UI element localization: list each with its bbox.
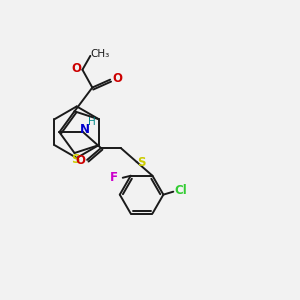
- Text: H: H: [88, 117, 96, 127]
- Text: S: S: [137, 156, 146, 170]
- Text: CH₃: CH₃: [91, 49, 110, 59]
- Text: N: N: [80, 123, 90, 136]
- Text: O: O: [112, 72, 122, 85]
- Text: F: F: [110, 171, 118, 184]
- Text: O: O: [71, 62, 82, 75]
- Text: Cl: Cl: [175, 184, 188, 197]
- Text: O: O: [75, 154, 85, 167]
- Text: S: S: [71, 153, 80, 167]
